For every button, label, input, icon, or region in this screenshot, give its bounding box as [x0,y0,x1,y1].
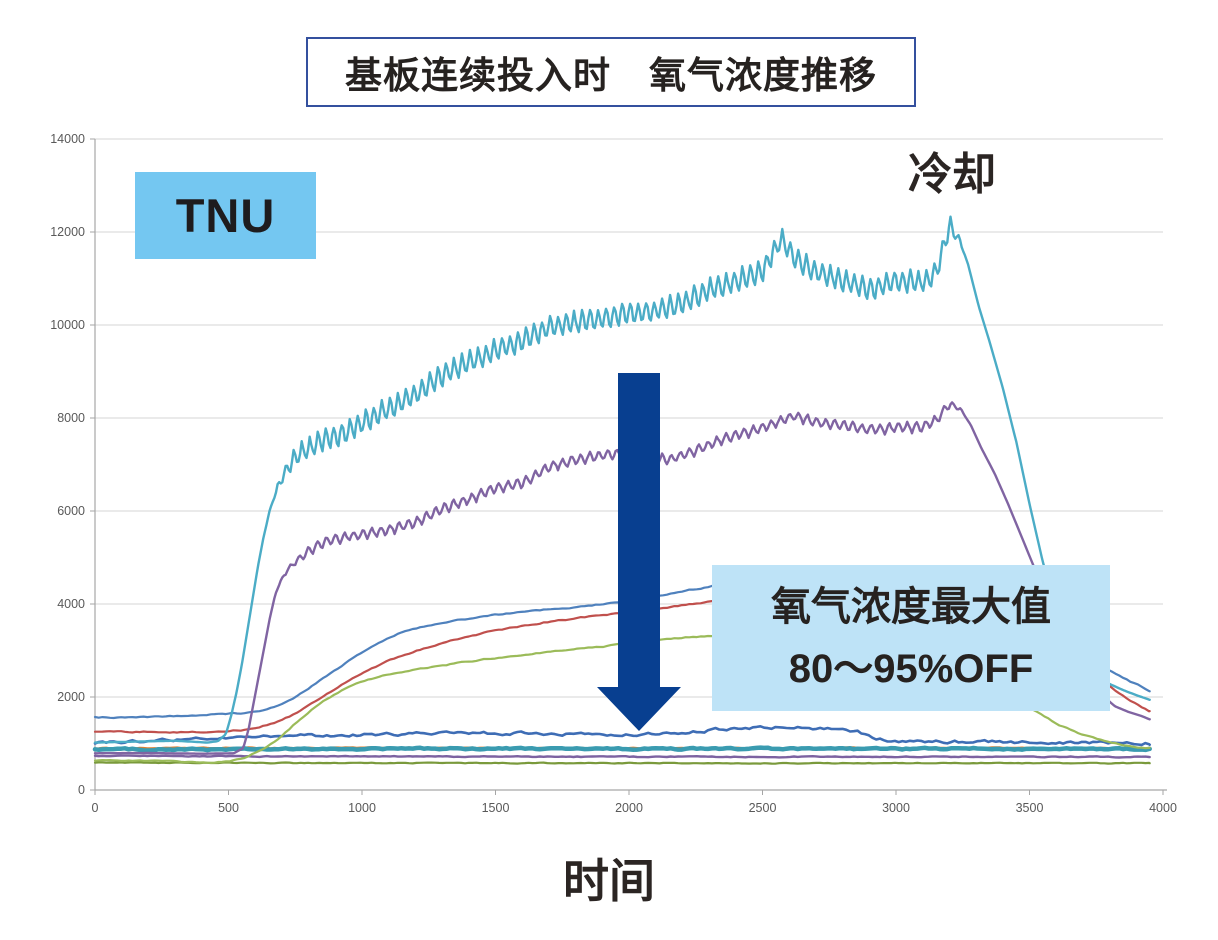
x-axis-title: 时间 [563,855,655,907]
x-tick-label: 1500 [482,801,510,815]
chart-title-box: 基板连续投入时 氧气浓度推移 [306,37,916,107]
tnu-label: TNU [175,189,276,242]
y-tick-label: 2000 [57,690,85,704]
y-tick-label: 14000 [50,132,85,146]
annotation-line2: 80～95%OFF [788,647,1034,691]
y-tick-label: 6000 [57,504,85,518]
y-tick-label: 4000 [57,597,85,611]
x-tick-label: 4000 [1149,801,1177,815]
annotation-line1: 氧气浓度最大值 [771,585,1051,629]
x-tick-label: 1000 [348,801,376,815]
cooling-label: 冷却 [908,150,996,199]
x-tick-label: 500 [218,801,239,815]
oxygen-reduction-annotation: 氧气浓度最大值 80～95%OFF [712,565,1110,711]
series-after-teal-flat [92,745,1152,753]
series-after-blue-noisy [93,725,1151,747]
x-tick-label: 3000 [882,801,910,815]
down-arrow [597,373,681,731]
y-tick-label: 0 [78,783,85,797]
chart-title: 基板连续投入时 氧气浓度推移 [345,55,877,96]
tnu-label-box: TNU [135,172,316,259]
series-before-cyan [93,215,1151,744]
y-tick-label: 10000 [50,318,85,332]
x-tick-label: 0 [92,801,99,815]
x-tick-label: 3500 [1016,801,1044,815]
y-tick-label: 12000 [50,225,85,239]
x-tick-label: 2500 [749,801,777,815]
x-tick-label: 2000 [615,801,643,815]
y-tick-label: 8000 [57,411,85,425]
series-after-green-flat [93,761,1151,765]
series-after-purple-flat [93,754,1151,759]
